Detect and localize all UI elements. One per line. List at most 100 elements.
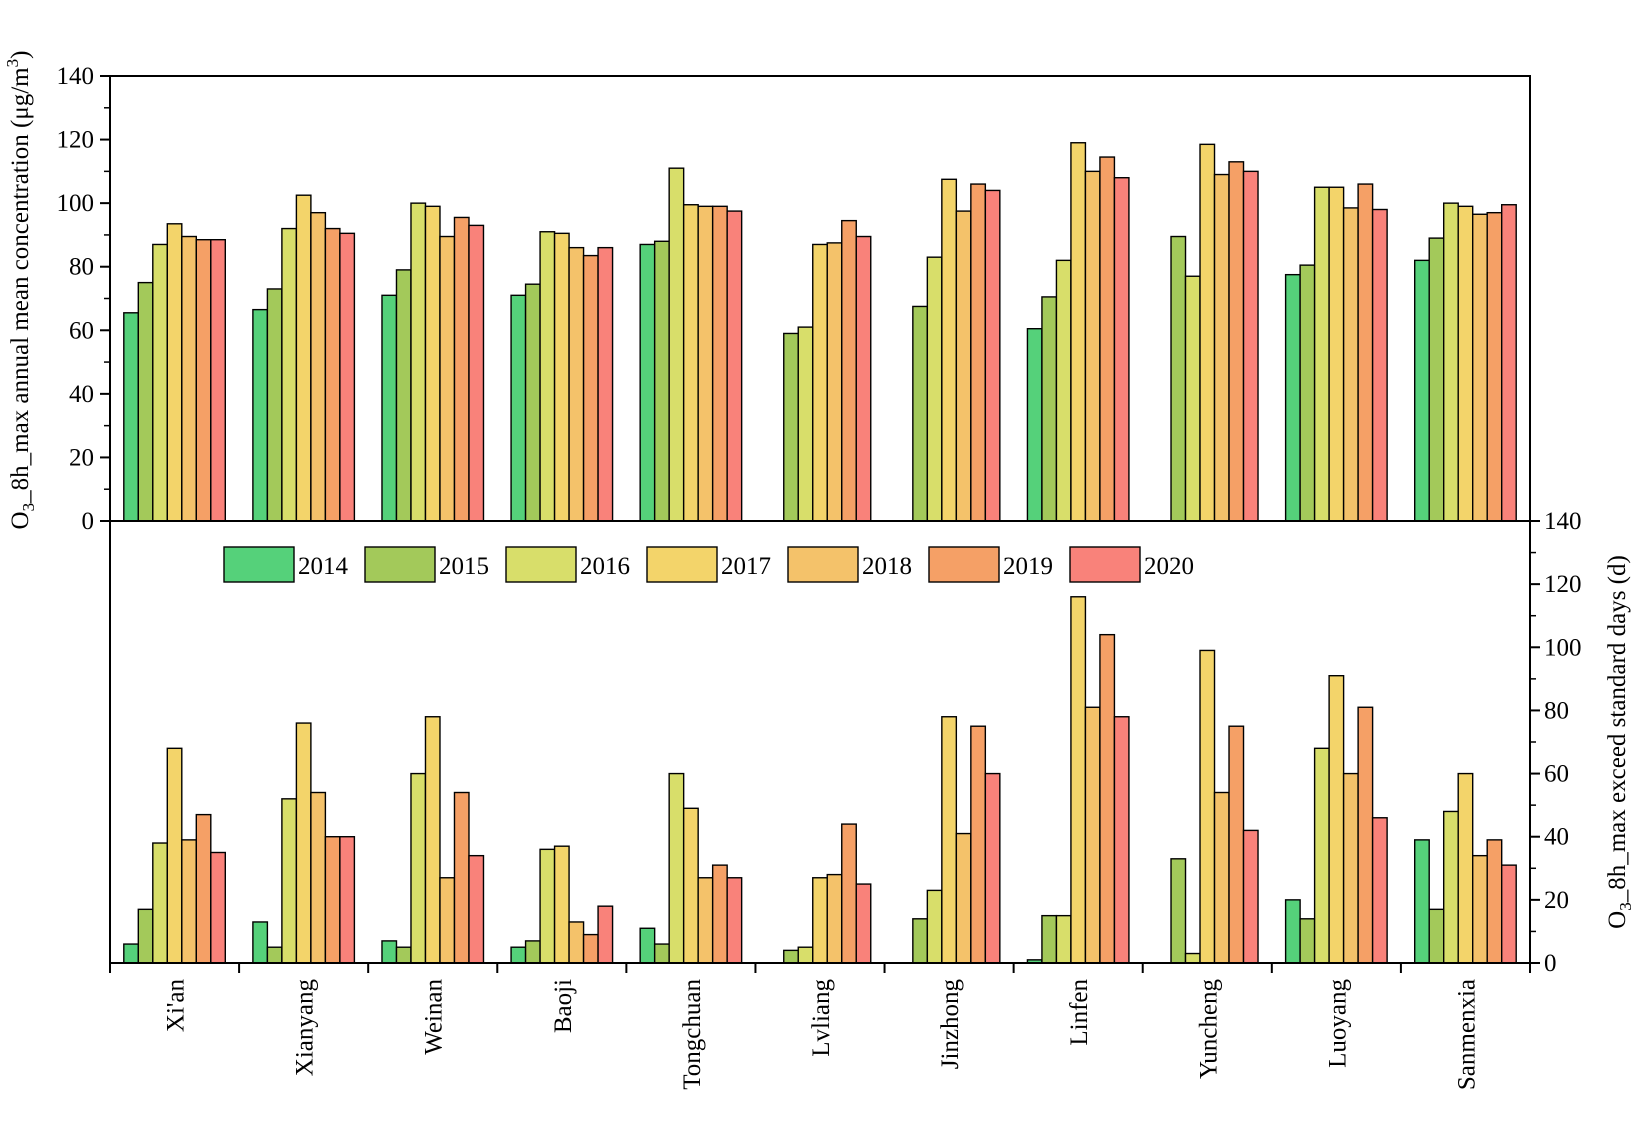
bottom-bar-2019-1 (324, 836, 341, 964)
top-bar-2015-0 (137, 281, 154, 522)
top-bar-2017-9 (1328, 186, 1345, 522)
top-ytick-label: 100 (57, 190, 95, 217)
top-bar-2016-5 (797, 326, 814, 522)
bottom-bar-2020-10 (1500, 864, 1517, 964)
top-ytick-label: 20 (69, 444, 94, 471)
top-bar-2017-4 (682, 204, 699, 522)
bottom-ytick-label: 120 (1544, 571, 1582, 598)
bottom-bar-2018-0 (181, 839, 198, 964)
top-bar-2018-1 (310, 211, 327, 522)
legend-swatch-2017 (646, 546, 718, 583)
top-bar-2020-3 (597, 246, 614, 522)
bottom-bar-2015-10 (1428, 908, 1445, 964)
bottom-ytick-label: 20 (1544, 887, 1569, 914)
top-bar-2017-2 (424, 205, 441, 522)
top-bar-2014-7 (1026, 328, 1043, 522)
top-bar-2016-9 (1313, 186, 1330, 522)
bottom-bar-2016-9 (1313, 747, 1330, 964)
legend-label-2019: 2019 (1003, 553, 1053, 580)
category-label-lvliang: Lvliang (808, 979, 835, 1057)
top-bar-2020-6 (984, 189, 1001, 522)
bottom-bar-2015-5 (783, 949, 799, 964)
category-label-weinan: Weinan (421, 979, 448, 1055)
top-bar-2015-10 (1428, 237, 1445, 522)
bottom-bar-2014-3 (510, 946, 527, 964)
legend-swatch-2014 (223, 546, 295, 583)
top-bar-2019-7 (1099, 156, 1116, 522)
top-bar-2014-0 (123, 312, 140, 522)
top-bar-2020-7 (1113, 177, 1130, 522)
category-label-linfen: Linfen (1066, 979, 1093, 1046)
bottom-bar-2017-1 (295, 722, 312, 964)
bottom-bar-2020-5 (855, 883, 872, 964)
top-bar-2017-5 (812, 243, 828, 522)
bottom-bar-2020-9 (1371, 817, 1388, 964)
top-bar-2020-9 (1371, 208, 1388, 522)
top-bar-2019-2 (453, 216, 470, 522)
top-bar-2015-8 (1170, 235, 1187, 522)
top-bar-2018-0 (181, 235, 198, 522)
bottom-bar-2017-10 (1457, 772, 1474, 964)
top-bar-2016-8 (1184, 275, 1201, 522)
top-bar-2015-1 (266, 288, 283, 522)
top-bar-2015-3 (524, 283, 541, 522)
top-bar-2014-10 (1413, 259, 1430, 522)
bottom-bar-2015-0 (137, 908, 154, 964)
bottom-bar-2019-8 (1228, 725, 1245, 964)
top-bar-2017-8 (1199, 143, 1216, 522)
bottom-y-axis-title: O3_8h_max exceed standard days (d) (1604, 555, 1635, 929)
bottom-bar-2017-0 (166, 747, 183, 964)
top-ytick-label: 40 (69, 381, 94, 408)
legend-label-2018: 2018 (862, 553, 912, 580)
bottom-ytick-label: 0 (1544, 950, 1557, 977)
top-bar-2019-8 (1228, 161, 1245, 522)
top-bar-2014-1 (252, 308, 269, 522)
bottom-bar-2016-0 (152, 842, 169, 964)
top-ytick-label: 140 (57, 63, 95, 90)
bottom-bar-2014-4 (639, 927, 656, 964)
legend-swatch-2020 (1069, 546, 1141, 583)
bottom-bar-2016-10 (1442, 810, 1459, 964)
bottom-bar-2014-10 (1413, 839, 1430, 964)
bottom-bar-2017-5 (812, 877, 828, 964)
category-label-yuncheng: Yuncheng (1195, 979, 1222, 1079)
top-bar-2019-4 (711, 205, 728, 522)
top-bar-2019-0 (195, 238, 212, 522)
bottom-bar-2015-2 (395, 946, 412, 964)
top-bar-2020-1 (339, 232, 356, 522)
bottom-bar-2017-2 (424, 716, 441, 964)
top-bar-2019-9 (1357, 183, 1374, 522)
bottom-bar-2016-3 (539, 848, 556, 964)
bottom-bar-2018-6 (955, 832, 972, 964)
legend-swatch-2019 (928, 546, 1000, 583)
top-y-axis-title: O3_8h_max annual mean concentration (μg/… (3, 51, 38, 530)
bottom-bar-2019-3 (582, 933, 599, 964)
bottom-bar-2016-8 (1184, 952, 1201, 964)
top-bar-2014-2 (381, 294, 398, 522)
bottom-bar-2018-4 (697, 877, 714, 964)
bottom-bar-2019-9 (1357, 706, 1374, 964)
top-bar-2015-7 (1041, 296, 1058, 522)
bottom-bar-2014-1 (252, 921, 269, 964)
top-bar-2016-3 (539, 231, 556, 522)
top-bar-2020-8 (1242, 170, 1259, 522)
bottom-bar-2015-9 (1299, 918, 1316, 964)
top-bar-2014-9 (1284, 273, 1301, 522)
bottom-bar-2015-8 (1170, 858, 1187, 964)
top-bar-2015-6 (912, 305, 929, 522)
bottom-bar-2016-2 (410, 772, 427, 964)
top-ytick-label: 80 (69, 254, 94, 281)
bottom-bar-2017-9 (1328, 675, 1345, 964)
category-label-baoji: Baoji (550, 979, 577, 1033)
top-bar-2018-7 (1084, 170, 1101, 522)
bottom-bar-2020-6 (984, 772, 1001, 964)
top-ytick-label: 120 (57, 127, 95, 154)
top-bar-2019-1 (324, 227, 341, 522)
category-label-xianyang: Xianyang (292, 979, 319, 1077)
top-bar-2016-7 (1055, 259, 1072, 522)
top-bar-2019-3 (582, 254, 599, 522)
bottom-bar-2018-10 (1471, 854, 1488, 964)
legend-label-2016: 2016 (580, 553, 630, 580)
top-ytick-label: 60 (69, 317, 94, 344)
